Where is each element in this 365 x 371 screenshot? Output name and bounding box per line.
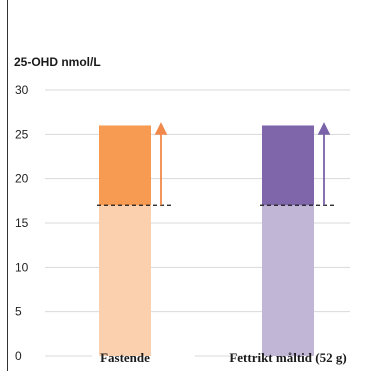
x-category-label: Fettrikt måltid (52 g) (229, 350, 346, 365)
y-tick-label: 30 (15, 83, 29, 97)
bar-base (99, 205, 151, 356)
y-tick-label: 0 (15, 349, 22, 363)
y-tick-label: 5 (15, 305, 22, 319)
y-tick-label: 15 (15, 216, 29, 230)
x-category-label: Fastende (100, 350, 150, 365)
y-tick-label: 20 (15, 172, 29, 186)
left-border-line (7, 0, 8, 371)
bar-increase (262, 125, 314, 206)
y-tick-label: 10 (15, 260, 29, 274)
y-tick-label: 25 (15, 127, 29, 141)
y-axis-label: 25-OHD nmol/L (14, 55, 101, 69)
bar-increase (99, 125, 151, 206)
bar-base (262, 205, 314, 356)
